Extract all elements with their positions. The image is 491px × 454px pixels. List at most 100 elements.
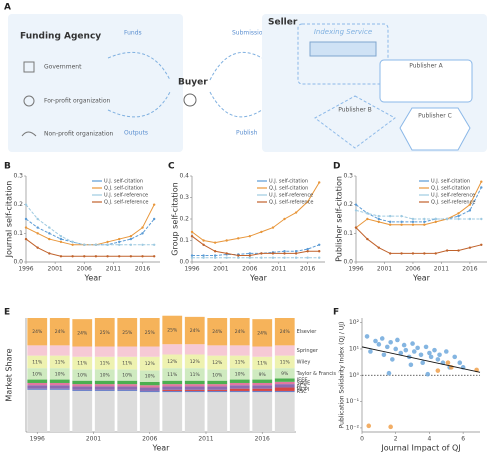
funding-box xyxy=(8,14,183,152)
bar-segment xyxy=(274,318,295,346)
x-tick-label: 2006 xyxy=(242,266,257,273)
series-label: Wiley xyxy=(297,359,311,365)
bar-segment xyxy=(207,345,228,356)
bar-segment xyxy=(49,382,70,386)
point xyxy=(457,214,460,218)
point xyxy=(294,250,298,253)
value-label: 9% xyxy=(281,371,289,377)
bar-segment xyxy=(274,355,295,369)
point xyxy=(354,203,358,206)
bar-segment xyxy=(27,389,48,432)
point xyxy=(411,217,415,221)
y-tick-label: 0.3 xyxy=(343,173,353,180)
point xyxy=(152,255,156,258)
point xyxy=(388,214,392,218)
point xyxy=(225,252,228,255)
point xyxy=(437,352,442,358)
bar-segment xyxy=(94,356,115,370)
flow-label: Outputs xyxy=(124,130,148,137)
bar-segment xyxy=(117,389,138,391)
point xyxy=(388,252,392,255)
point xyxy=(377,214,380,218)
y-tick-label: 10⁻² xyxy=(346,424,360,431)
x-tick-label: 1996 xyxy=(184,266,199,273)
legend-label: Q.J. self-citation xyxy=(269,186,308,192)
publisher-box xyxy=(314,95,396,149)
x-axis-label: Year xyxy=(152,444,171,453)
point xyxy=(141,232,144,235)
bar-segment xyxy=(94,346,115,357)
point xyxy=(59,237,63,241)
point xyxy=(141,243,144,246)
bar-segment xyxy=(27,379,48,383)
x-tick-label: 2011 xyxy=(106,266,121,273)
bar-segment xyxy=(139,387,160,391)
bar-segment xyxy=(207,318,228,346)
point xyxy=(237,254,240,257)
x-tick-label: 2011 xyxy=(434,266,449,273)
indexing-box xyxy=(297,23,389,85)
point xyxy=(434,220,437,224)
point xyxy=(202,256,205,259)
point xyxy=(118,243,121,246)
panel-label: A xyxy=(4,3,11,13)
bar-segment xyxy=(27,388,48,390)
bar-segment xyxy=(229,388,250,391)
bar-segment xyxy=(72,369,93,381)
point xyxy=(379,336,385,341)
series-line xyxy=(25,204,155,246)
bar-segment xyxy=(162,392,183,432)
bar-segment xyxy=(27,355,48,369)
bar-segment xyxy=(274,390,295,393)
point xyxy=(366,237,369,241)
point xyxy=(59,255,63,258)
y-axis-label: Market Share xyxy=(5,348,14,401)
point xyxy=(435,368,441,373)
point xyxy=(423,217,426,221)
point xyxy=(434,217,437,221)
y-tick-label: 0.2 xyxy=(343,201,353,208)
value-label: 24% xyxy=(257,330,268,336)
point xyxy=(457,249,460,252)
point xyxy=(24,203,28,206)
point xyxy=(202,243,205,246)
y-tick-label: 0.2 xyxy=(179,216,189,223)
legend-label: U.J. self-citation xyxy=(104,179,143,185)
point xyxy=(411,349,417,354)
value-label: 12% xyxy=(212,360,223,366)
point xyxy=(318,181,321,184)
bar-segment xyxy=(117,380,138,385)
bar-segment xyxy=(229,355,250,369)
point xyxy=(318,243,321,246)
point xyxy=(403,347,409,353)
point xyxy=(213,256,217,259)
point xyxy=(354,209,358,212)
bar-segment xyxy=(139,318,160,347)
bar-segment xyxy=(184,354,205,369)
bar-segment xyxy=(139,346,160,357)
x-tick-label: 2016 xyxy=(255,436,270,443)
point xyxy=(71,240,74,244)
point xyxy=(457,212,460,215)
funder: For-profit organization xyxy=(44,98,111,105)
bar-segment xyxy=(207,384,228,387)
flow-arrow xyxy=(209,91,263,118)
x-tick-label: 2001 xyxy=(86,436,101,443)
point xyxy=(36,246,39,249)
icon xyxy=(183,93,197,107)
y-axis-label: Publisher self-citation xyxy=(335,176,344,262)
bar-segment xyxy=(162,344,183,355)
point xyxy=(248,256,252,259)
icon xyxy=(309,41,377,57)
point xyxy=(59,240,63,244)
point xyxy=(248,252,252,255)
bar-segment xyxy=(117,369,138,381)
point xyxy=(366,217,369,221)
point xyxy=(480,217,483,221)
point xyxy=(411,252,415,255)
seller-title: Seller xyxy=(268,18,298,28)
point xyxy=(213,250,217,253)
bar-segment xyxy=(139,381,160,386)
point xyxy=(423,223,426,226)
value-label: 24% xyxy=(280,329,291,335)
